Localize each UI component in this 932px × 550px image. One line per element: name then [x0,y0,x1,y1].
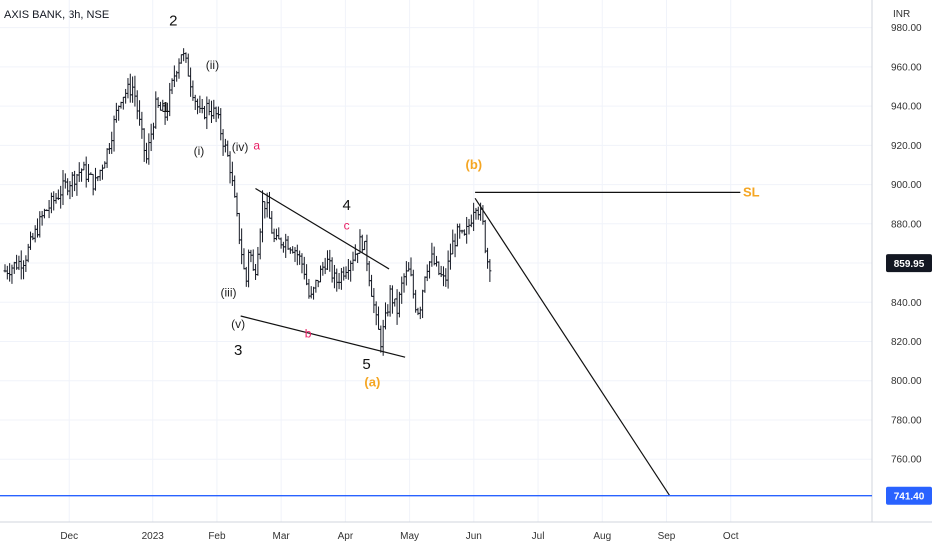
y-tick-label: 960.00 [891,62,922,73]
wave-label: 5 [362,356,370,373]
price-axis: 980.00960.00940.00920.00900.00880.00860.… [886,9,932,505]
x-tick-label: Aug [593,531,611,542]
wave-label: (iii) [220,285,236,299]
wave-label: 3 [234,342,242,359]
y-tick-label: 940.00 [891,102,922,113]
y-tick-label: 800.00 [891,376,922,387]
wave-label: b [305,327,312,341]
wave-label: SL [743,184,760,199]
y-tick-label: 820.00 [891,337,922,348]
diagonal-upper-line [255,187,390,270]
y-tick-label: 760.00 [891,455,922,466]
currency-label: INR [893,9,910,20]
x-tick-label: Oct [723,531,739,542]
wave-label: (i) [194,144,205,158]
wave-label: a [253,138,260,152]
x-tick-label: 2023 [142,531,165,542]
grid [0,0,872,522]
last-price-badge [886,254,932,273]
x-tick-label: Jul [532,531,545,542]
target-price-label: 741.40 [894,492,925,503]
time-axis: Dec 2023 Feb Mar Apr May Jun Jul Aug Sep Oct [60,531,738,542]
projection-line [474,197,671,497]
y-tick-label: 880.00 [891,219,922,230]
x-tick-label: Jun [466,531,482,542]
wave-label: (ii) [206,58,219,72]
x-tick-label: May [400,531,419,542]
axes [0,0,932,523]
target-price-badge [886,486,932,505]
wave-label: 2 [169,13,177,30]
x-tick-label: Dec [60,531,78,542]
x-tick-label: Sep [658,531,676,542]
x-tick-label: Feb [208,531,226,542]
wave-labels: 2 1 (ii) (i) (iv) a (iii) (v) 3 b 4 c 5 (a) (b) SL [161,13,759,390]
y-tick-label: 900.00 [891,180,922,191]
wave-label: (a) [364,375,380,390]
x-tick-label: Apr [338,531,354,542]
y-tick-label: 980.00 [891,23,922,34]
y-tick-label: 920.00 [891,141,922,152]
wave-label: 4 [342,197,350,214]
wave-label: (iv) [232,140,249,154]
last-price-label: 859.95 [894,259,925,270]
wave-label: (b) [466,157,483,172]
wave-label: c [344,219,350,233]
ohlc-bars [3,48,492,356]
y-tick-label: 840.00 [891,298,922,309]
diagonal-lower-line [240,315,406,358]
wave-label: (v) [231,317,245,331]
trend-lines [0,187,872,497]
y-tick-label: 780.00 [891,415,922,426]
x-tick-label: Mar [273,531,291,542]
wave-label: 1 [161,99,169,116]
chart-title: AXIS BANK, 3h, NSE [4,9,110,21]
